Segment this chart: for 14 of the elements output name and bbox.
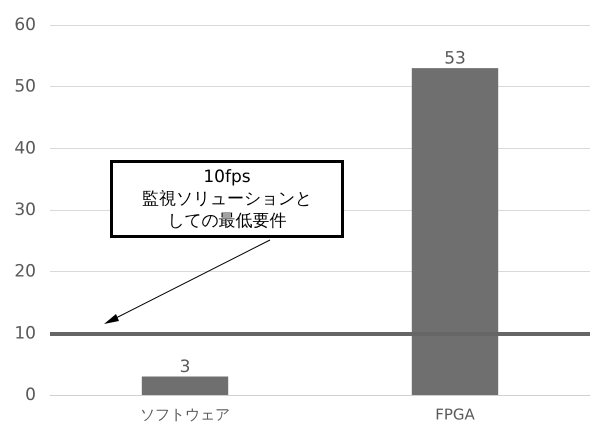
y-tick-label: 0 (25, 385, 36, 405)
x-tick-label: FPGA (435, 406, 476, 424)
y-tick-label: 40 (14, 138, 36, 158)
x-tick-label: ソフトウェア (140, 406, 230, 424)
y-tick-label: 60 (14, 15, 36, 35)
callout-box: 10fps 監視ソリューションとしての最低要件 (110, 160, 344, 238)
y-tick-label: 20 (14, 262, 36, 282)
y-tick-label: 30 (14, 200, 36, 220)
y-tick-label: 50 (14, 76, 36, 97)
annotation: 10fps (202, 166, 252, 188)
y-tick-label: 10 (14, 323, 36, 344)
data-label: 3 (180, 357, 190, 377)
annotation: 監視ソリューションとしての最低要件 (141, 188, 313, 232)
data-label: 53 (444, 48, 466, 69)
